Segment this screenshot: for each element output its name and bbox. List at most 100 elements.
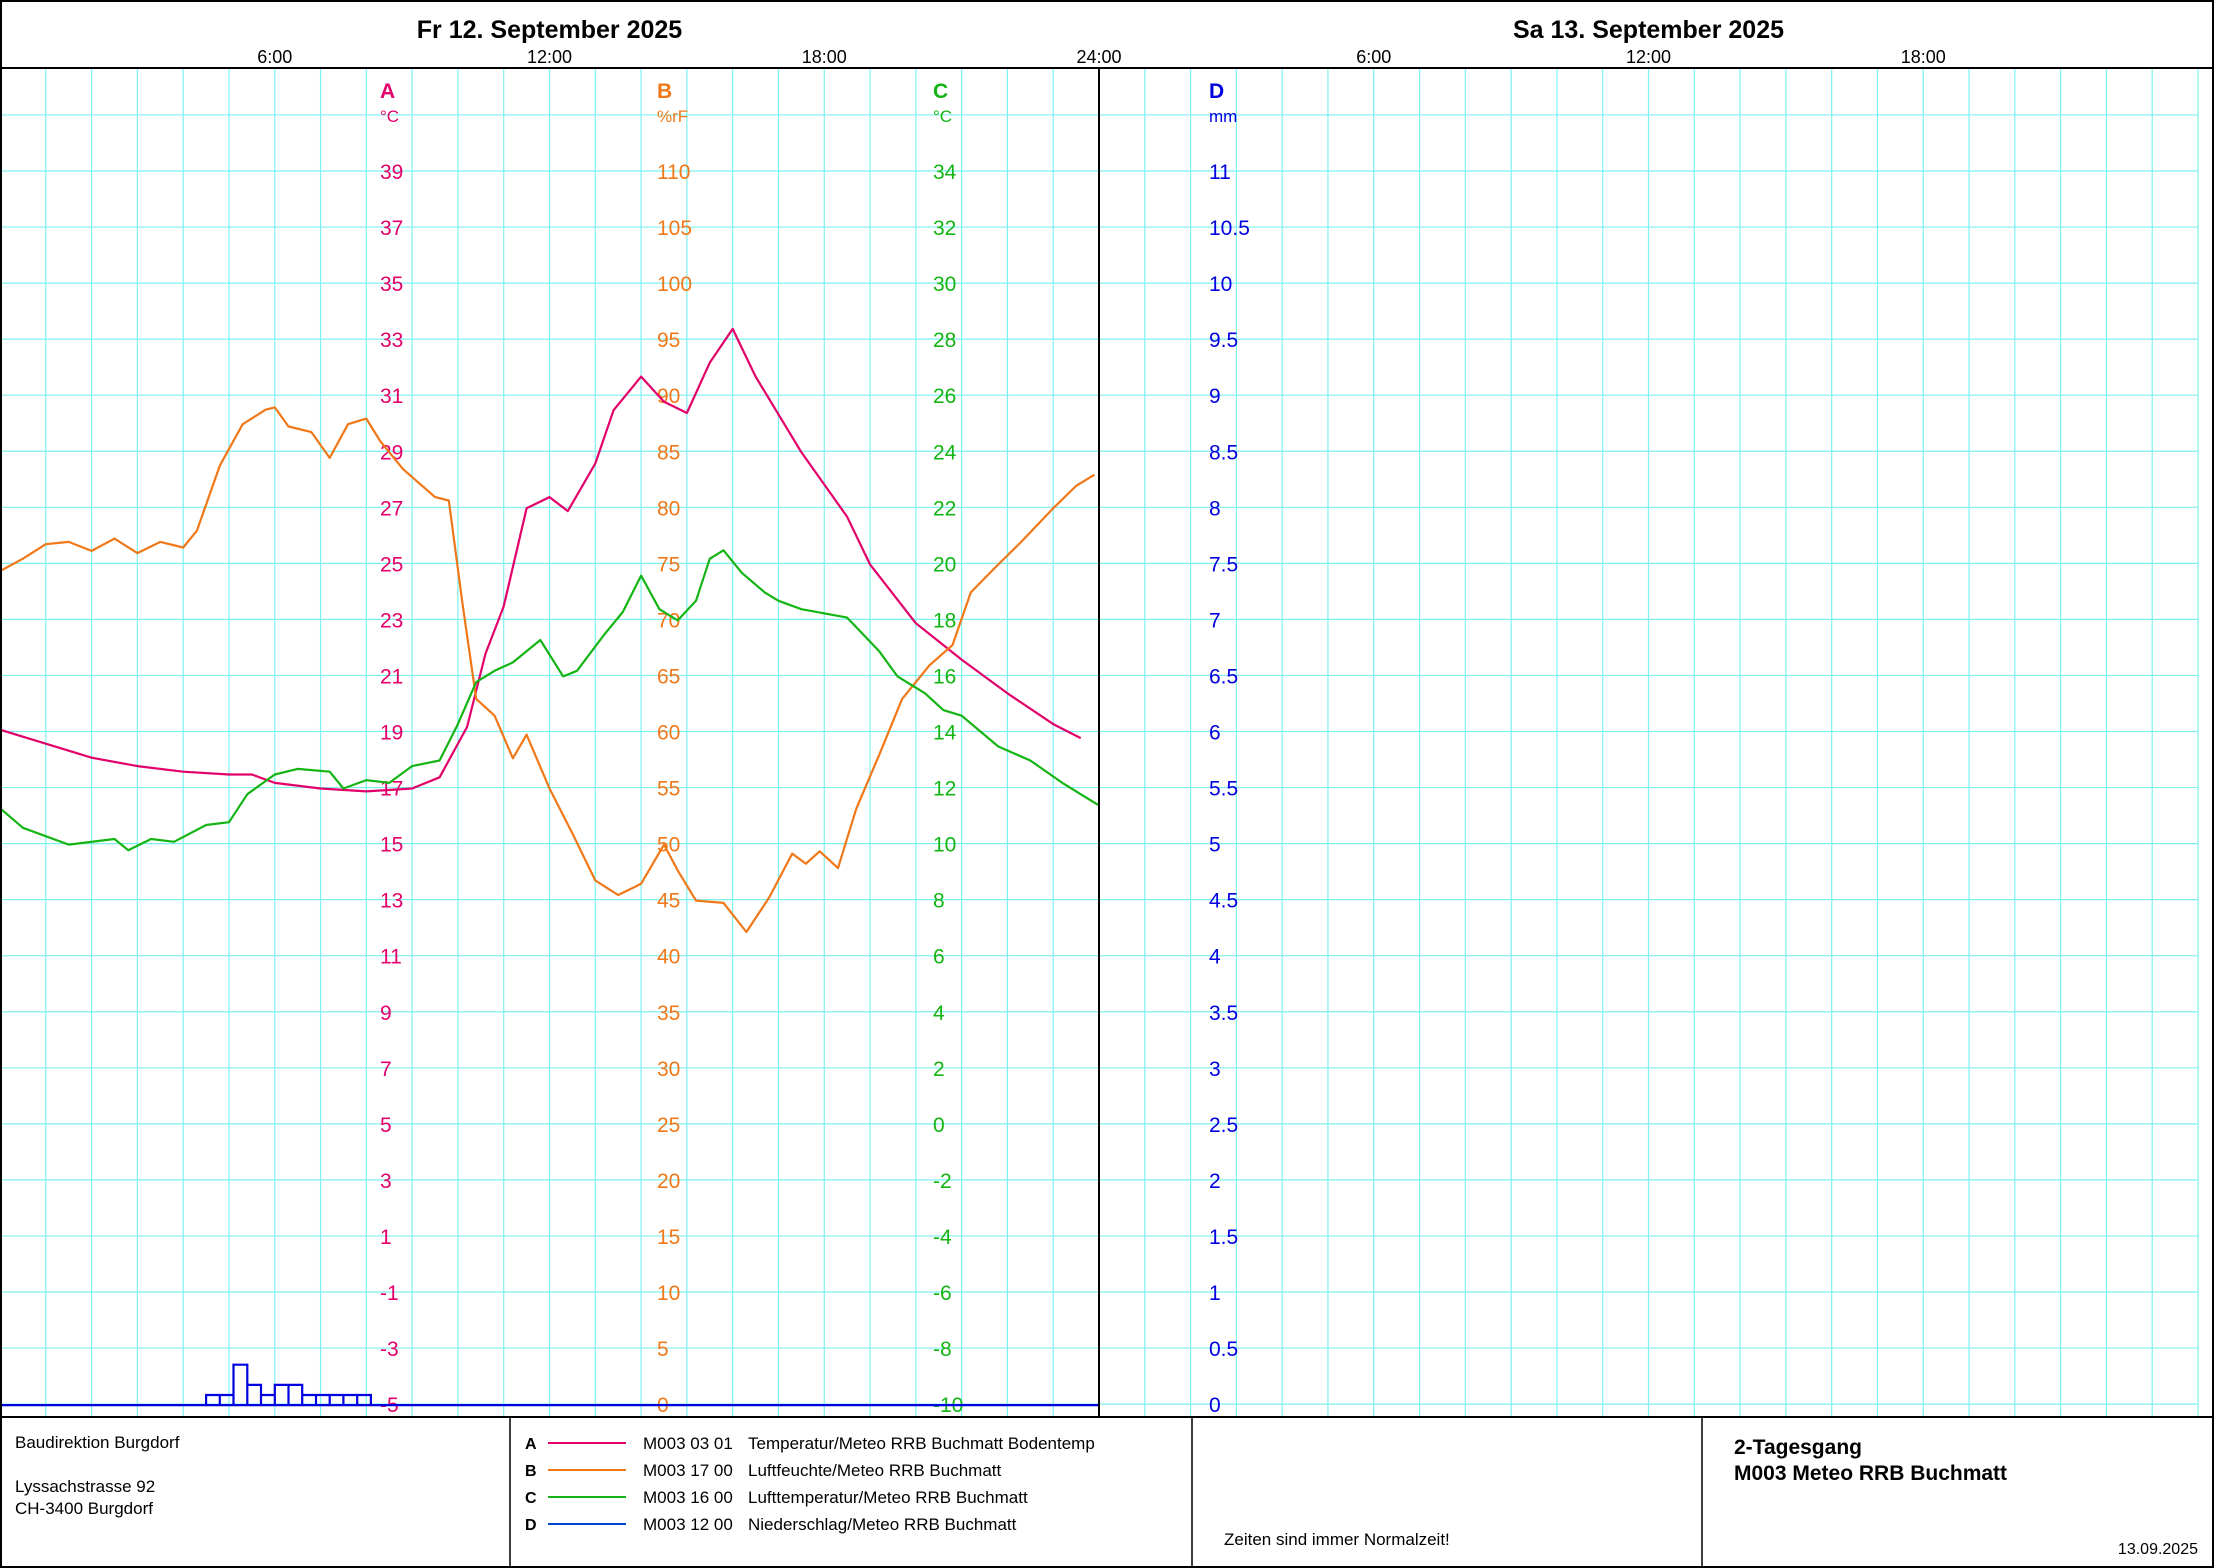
axis-A-tick: -3	[380, 1338, 399, 1361]
axis-B-tick: 45	[657, 890, 680, 913]
axis-A-tick: 21	[380, 665, 403, 688]
axis-A-tick: 13	[380, 890, 403, 913]
axis-D-tick: 10.5	[1209, 217, 1250, 240]
legend-code: M003 16 00	[643, 1488, 733, 1507]
address-line: CH-3400 Burgdorf	[15, 1499, 153, 1518]
axis-C-tick: 4	[933, 1002, 945, 1025]
axis-D-tick: 4	[1209, 946, 1221, 969]
axis-C-tick: 32	[933, 217, 956, 240]
station-title: M003 Meteo RRB Buchmatt	[1734, 1462, 2007, 1485]
axis-D-tick: 3	[1209, 1058, 1221, 1081]
axis-D-tick: 9	[1209, 385, 1221, 408]
legend-code: M003 12 00	[643, 1515, 733, 1534]
axis-B-tick: 70	[657, 609, 680, 632]
axis-B-tick: 25	[657, 1114, 680, 1137]
axis-C-letter: C	[933, 80, 948, 103]
axis-A-tick: 3	[380, 1170, 392, 1193]
axis-D-tick: 9.5	[1209, 329, 1238, 352]
axis-D-tick: 8	[1209, 497, 1221, 520]
axis-C-tick: 30	[933, 273, 956, 296]
axis-D-tick: 1	[1209, 1282, 1221, 1305]
axis-D-tick: 0.5	[1209, 1338, 1238, 1361]
axis-C-tick: 24	[933, 441, 957, 464]
axis-B-tick: 90	[657, 385, 680, 408]
axis-A-unit: °C	[380, 107, 399, 126]
series-A-line	[0, 327, 1082, 793]
series-B-line	[0, 406, 1095, 934]
series-layer	[0, 327, 1100, 1407]
axis-C-tick: 16	[933, 665, 956, 688]
axis-C-tick: 2	[933, 1058, 945, 1081]
header: Fr 12. September 2025 Sa 13. September 20…	[0, 0, 2214, 68]
axis-C-tick: 8	[933, 890, 945, 913]
axis-D-unit: mm	[1209, 107, 1237, 126]
axis-A-tick: 15	[380, 834, 403, 857]
axis-D-tick: 0	[1209, 1394, 1221, 1417]
axis-C-tick: -4	[933, 1226, 952, 1249]
axis-D-tick: 5	[1209, 834, 1221, 857]
axis-D-tick: 11	[1209, 161, 1231, 184]
legend-code: M003 17 00	[643, 1461, 733, 1480]
axis-C-tick: -8	[933, 1338, 952, 1361]
axis-D-tick: 2.5	[1209, 1114, 1238, 1137]
time-tick-label: 12:00	[1626, 47, 1671, 67]
axis-B-tick: 35	[657, 1002, 680, 1025]
axis-C-tick: 0	[933, 1114, 945, 1137]
axis-B-letter: B	[657, 80, 672, 103]
time-tick-label: 18:00	[802, 47, 847, 67]
axis-B-tick: 95	[657, 329, 680, 352]
axis-C-tick: 18	[933, 609, 956, 632]
legend-desc: Lufttemperatur/Meteo RRB Buchmatt	[748, 1488, 1028, 1507]
axis-C-tick: 6	[933, 946, 945, 969]
axis-C-tick: -6	[933, 1282, 952, 1305]
axis-A-tick: 1	[380, 1226, 392, 1249]
legend-letter: A	[525, 1436, 537, 1453]
address-line: Baudirektion Burgdorf	[15, 1433, 180, 1452]
axis-D-tick: 8.5	[1209, 441, 1238, 464]
axis-D-tick: 7	[1209, 609, 1221, 632]
axis-C-tick: 28	[933, 329, 956, 352]
axis-C-tick: 14	[933, 722, 957, 745]
axis-A-tick: 19	[380, 722, 403, 745]
axis-A-tick: -1	[380, 1282, 399, 1305]
axis-B-tick: 100	[657, 273, 692, 296]
axis-D-tick: 5.5	[1209, 778, 1238, 801]
legend-desc: Luftfeuchte/Meteo RRB Buchmatt	[748, 1461, 1002, 1480]
axis-C-tick: 26	[933, 385, 956, 408]
axis-A-tick: 5	[380, 1114, 392, 1137]
axis-C-tick: 20	[933, 553, 956, 576]
axis-B-tick: 80	[657, 497, 680, 520]
time-tick-label: 12:00	[527, 47, 572, 67]
axis-A-letter: A	[380, 80, 395, 103]
axis-A-tick: 23	[380, 609, 403, 632]
legend-desc: Temperatur/Meteo RRB Buchmatt Bodentemp	[748, 1434, 1095, 1453]
series-C-line	[0, 549, 1100, 852]
series-D-bars	[205, 1363, 372, 1406]
axis-B-tick: 110	[657, 161, 690, 184]
legend-desc: Niederschlag/Meteo RRB Buchmatt	[748, 1515, 1017, 1534]
time-tick-label: 6:00	[1356, 47, 1391, 67]
axis-B-tick: 85	[657, 441, 680, 464]
axis-A-tick: 11	[380, 946, 402, 969]
report-title: 2-Tagesgang	[1734, 1436, 1862, 1459]
axis-labels: A°C39373533312927252321191715131197531-1…	[380, 80, 1250, 1417]
day-label: Fr 12. September 2025	[417, 16, 683, 44]
axis-B-tick: 30	[657, 1058, 680, 1081]
axis-D-tick: 6	[1209, 722, 1221, 745]
axis-C-tick: 22	[933, 497, 956, 520]
axis-B-tick: 55	[657, 778, 680, 801]
legend-letter: D	[525, 1517, 537, 1534]
axis-B-tick: 50	[657, 834, 680, 857]
header-bg	[0, 0, 2214, 68]
axis-D-tick: 6.5	[1209, 665, 1238, 688]
axis-B-unit: %rF	[657, 107, 688, 126]
address-line: Lyssachstrasse 92	[15, 1477, 155, 1496]
axis-B-tick: 15	[657, 1226, 680, 1249]
axis-D-tick: 4.5	[1209, 890, 1238, 913]
axis-B-tick: 40	[657, 946, 680, 969]
legend-letter: C	[525, 1490, 537, 1507]
time-tick-label: 18:00	[1901, 47, 1946, 67]
